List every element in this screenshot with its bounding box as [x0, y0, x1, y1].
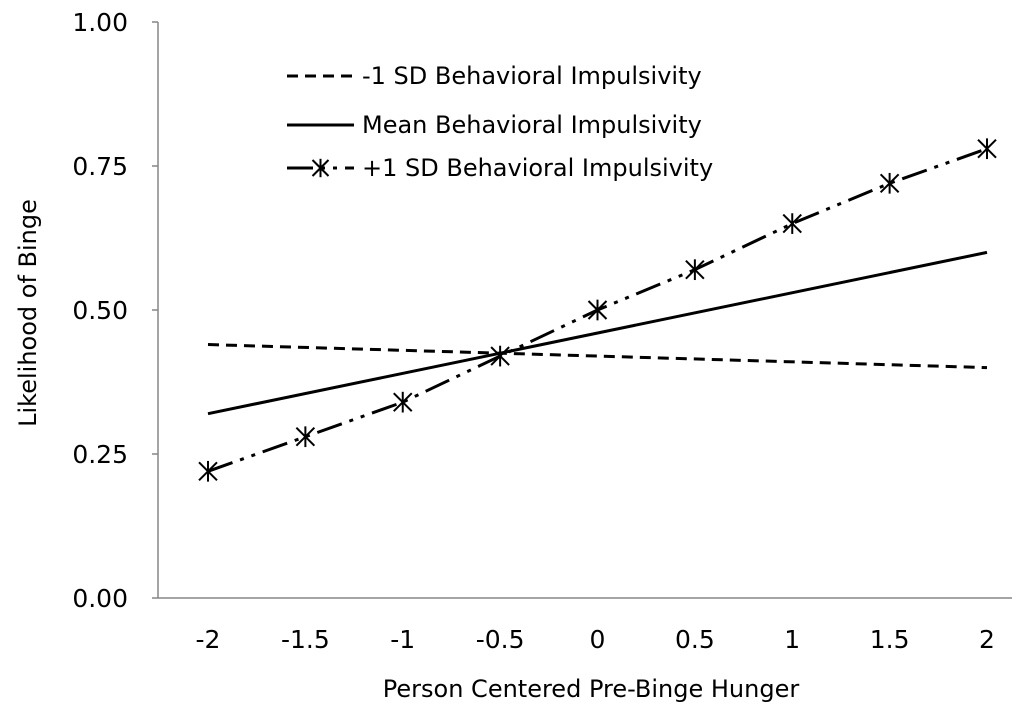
- data-point-marker: [587, 299, 608, 321]
- x-tick-label: -1: [390, 625, 415, 654]
- legend-item: Mean Behavioral Impulsivity: [287, 111, 702, 139]
- data-point-marker: [977, 138, 997, 160]
- x-tick-label: 0.5: [675, 625, 715, 654]
- x-tick-label: -0.5: [476, 625, 525, 654]
- data-point-marker: [782, 213, 802, 234]
- y-tick-label: 0.25: [72, 440, 128, 469]
- x-tick-label: 0: [590, 625, 606, 654]
- legend: -1 SD Behavioral Impulsivity Mean Behavio…: [287, 62, 713, 182]
- x-tick-label: 1.5: [870, 625, 910, 654]
- series-3: [198, 138, 997, 482]
- legend-label: Mean Behavioral Impulsivity: [362, 111, 702, 139]
- legend-label: +1 SD Behavioral Impulsivity: [362, 154, 713, 182]
- legend-item: -1 SD Behavioral Impulsivity: [287, 62, 702, 90]
- series-line: [207, 250, 988, 416]
- data-point-marker: [295, 426, 316, 448]
- y-tick-label: 1.00: [72, 8, 128, 37]
- ticks: 0.00 0.25 0.50 0.75 1.00 -2 -1.5 -1 -0.5 0 0.5 1 1.5…: [72, 8, 995, 654]
- legend-marker: [311, 158, 330, 178]
- y-tick-label: 0.50: [72, 296, 128, 325]
- x-axis-title: Person Centered Pre-Binge Hunger: [383, 675, 800, 703]
- x-tick-label: -2: [196, 625, 221, 654]
- data-point-marker: [393, 391, 413, 413]
- x-tick-label: 1: [784, 625, 800, 654]
- y-tick-label: 0.00: [72, 584, 128, 613]
- data-point-marker: [198, 460, 218, 482]
- x-tick-label: -1.5: [281, 625, 330, 654]
- data-point-marker: [685, 259, 705, 281]
- series-layer: [198, 138, 997, 482]
- axes: [157, 22, 1012, 599]
- series-line: [207, 343, 988, 370]
- series-1: [207, 343, 988, 370]
- legend-label: -1 SD Behavioral Impulsivity: [362, 62, 702, 90]
- y-tick-label: 0.75: [72, 152, 128, 181]
- y-axis-title: Likelihood of Binge: [14, 199, 42, 427]
- data-point-marker: [490, 345, 510, 367]
- series-2: [207, 250, 988, 416]
- data-point-marker: [879, 172, 900, 194]
- legend-item: +1 SD Behavioral Impulsivity: [287, 154, 713, 182]
- x-tick-label: 2: [979, 625, 995, 654]
